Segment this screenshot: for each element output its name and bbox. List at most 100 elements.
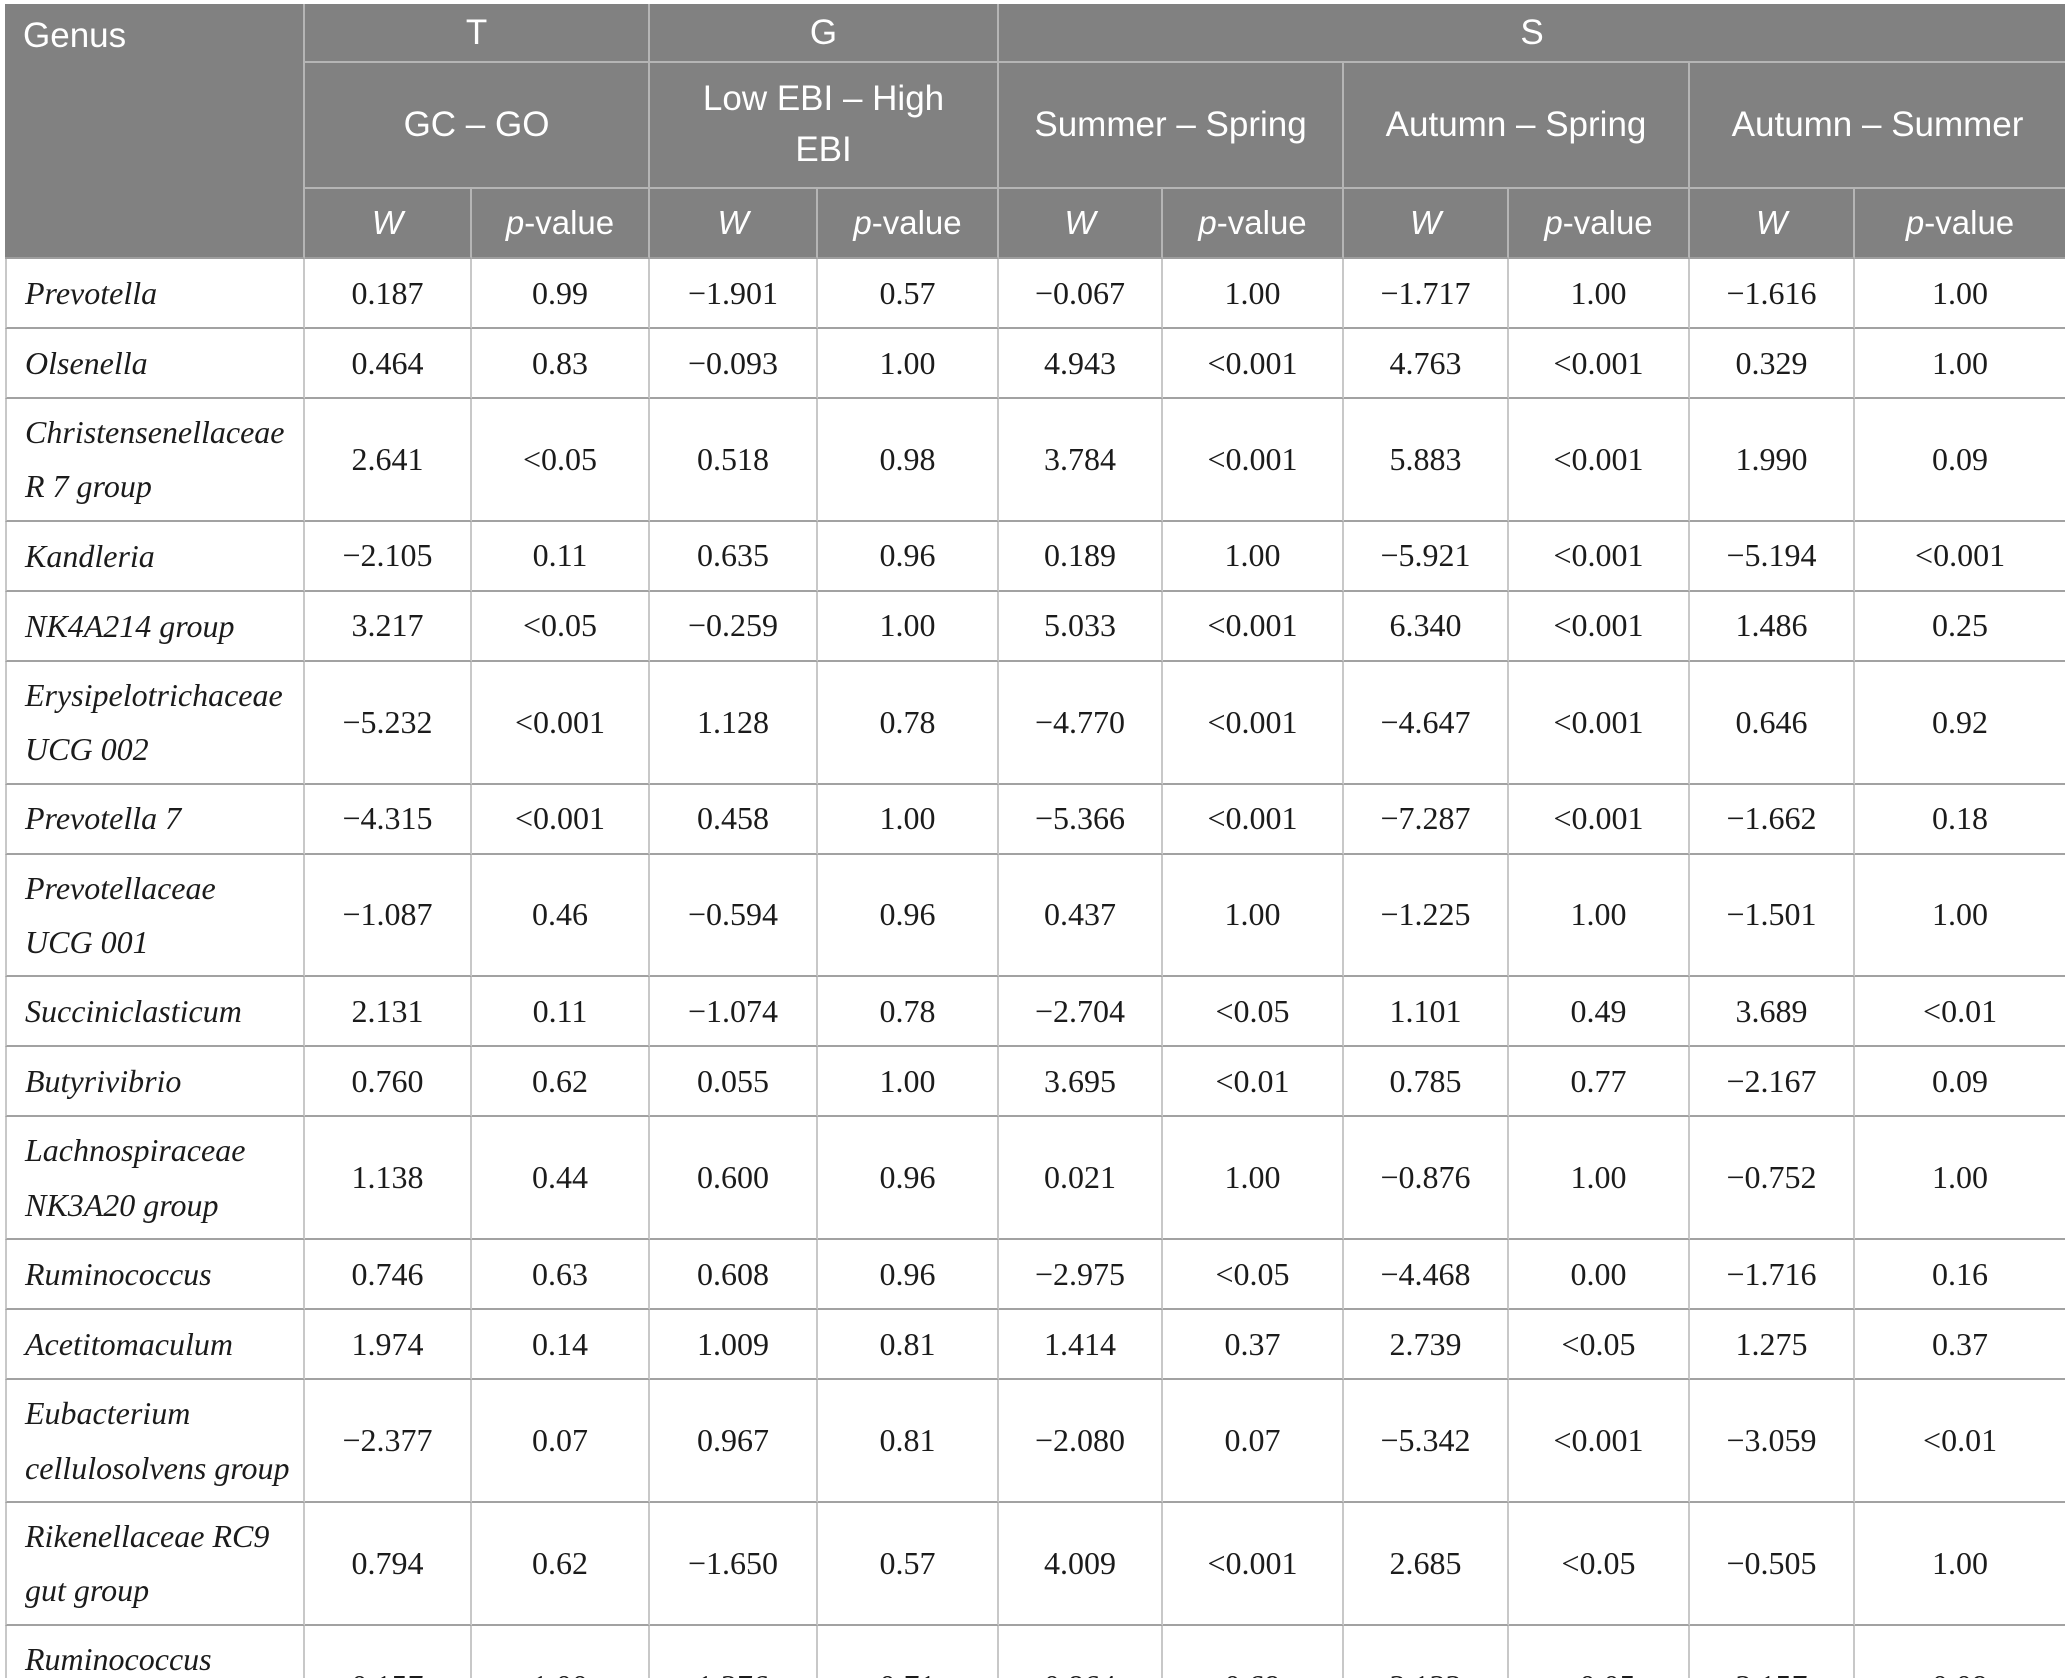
w-header: W — [305, 189, 472, 259]
p-value: 1.00 — [1163, 521, 1345, 592]
p-value: 0.57 — [818, 259, 1000, 329]
p-value: 0.07 — [1163, 1380, 1345, 1503]
p-value: <0.05 — [1509, 1310, 1691, 1381]
w-value: 1.128 — [650, 661, 819, 785]
header-comparison-row: GC – GO Low EBI – High EBI Summer – Spri… — [5, 63, 2066, 189]
w-value: 3.689 — [1690, 977, 1856, 1048]
p-value: 0.46 — [472, 854, 651, 978]
w-value: −5.366 — [999, 784, 1164, 855]
w-label: W — [371, 204, 404, 241]
w-value: 0.635 — [650, 521, 819, 592]
p-value: <0.001 — [1855, 521, 2066, 592]
w-header: W — [1344, 189, 1510, 259]
comparison-header-gc-go: GC – GO — [305, 63, 651, 189]
p-value: 0.78 — [818, 977, 1000, 1048]
genus-name: Succiniclasticum — [5, 977, 305, 1048]
w-value: −1.225 — [1344, 854, 1510, 978]
p-value: 0.57 — [818, 1502, 1000, 1626]
w-value: 1.414 — [999, 1310, 1164, 1381]
w-value: −3.059 — [1690, 1380, 1856, 1503]
w-value: −0.505 — [1690, 1502, 1856, 1626]
p-value: <0.001 — [1163, 329, 1345, 399]
p-value: 1.00 — [818, 784, 1000, 855]
comparison-header-summer-spring: Summer – Spring — [999, 63, 1345, 189]
w-value: −2.975 — [999, 1240, 1164, 1311]
table-body: Prevotella 0.187 0.99 −1.901 0.57 −0.067 1.00−… — [5, 259, 2066, 1678]
w-value: −5.342 — [1344, 1380, 1510, 1503]
table-row: Ruminococcus 0.746 0.63 0.608 0.96 −2.975 <0.0… — [5, 1240, 2066, 1311]
p-value: <0.05 — [472, 399, 651, 522]
w-value: 0.187 — [305, 259, 472, 329]
w-value: 1.009 — [650, 1310, 819, 1381]
p-value: 1.00 — [1163, 259, 1345, 329]
w-value: −2.105 — [305, 521, 472, 592]
w-value: −0.067 — [999, 259, 1164, 329]
w-label: W — [717, 204, 749, 241]
w-value: −7.287 — [1344, 784, 1510, 855]
p-value: 0.37 — [1163, 1310, 1345, 1381]
genus-name: Lachnospiraceae NK3A20 group — [5, 1117, 305, 1241]
p-value: 0.44 — [472, 1117, 651, 1241]
p-value: 0.09 — [1855, 399, 2066, 522]
w-value: 0.794 — [305, 1502, 472, 1626]
w-value: −4.647 — [1344, 661, 1510, 785]
w-value: 2.641 — [305, 399, 472, 522]
p-value: <0.001 — [1509, 591, 1691, 662]
p-value: 0.96 — [818, 1117, 1000, 1241]
w-value: −1.074 — [650, 977, 819, 1048]
p-value: 0.98 — [818, 399, 1000, 522]
w-value: −0.594 — [650, 854, 819, 978]
p-value: 0.96 — [818, 521, 1000, 592]
p-value: 1.00 — [472, 1625, 651, 1678]
p-value: 0.81 — [818, 1380, 1000, 1503]
w-value: −1.501 — [1690, 854, 1856, 978]
p-value: 0.96 — [818, 1240, 1000, 1311]
w-header: W — [1690, 189, 1856, 259]
w-value: 0.785 — [1344, 1047, 1510, 1118]
p-value: <0.001 — [1163, 591, 1345, 662]
w-header: W — [999, 189, 1164, 259]
w-value: 6.340 — [1344, 591, 1510, 662]
w-header: W — [650, 189, 819, 259]
w-value: 1.275 — [1690, 1310, 1856, 1381]
p-value: 0.49 — [1509, 977, 1691, 1048]
p-value: <0.05 — [1509, 1625, 1691, 1678]
w-value: 0.600 — [650, 1117, 819, 1241]
w-value: 3.695 — [999, 1047, 1164, 1118]
p-value: <0.001 — [1163, 1502, 1345, 1626]
genus-name: Prevotella 7 — [5, 784, 305, 855]
column-group-treatment: T — [305, 4, 651, 63]
p-value: 1.00 — [1855, 1502, 2066, 1626]
w-label: W — [1064, 204, 1096, 241]
w-value: 0.518 — [650, 399, 819, 522]
p-value: <0.001 — [472, 784, 651, 855]
p-value: <0.05 — [1163, 1240, 1345, 1311]
column-group-genotype: G — [650, 4, 1000, 63]
genus-name: Prevotellaceae UCG 001 — [5, 854, 305, 978]
genus-name: Butyrivibrio — [5, 1047, 305, 1118]
p-value: 0.92 — [1855, 661, 2066, 785]
w-value: 0.746 — [305, 1240, 472, 1311]
comparison-header-low-high-ebi: Low EBI – High EBI — [650, 63, 1000, 189]
p-value: <0.05 — [1509, 1502, 1691, 1626]
genus-name: Olsenella — [5, 329, 305, 399]
w-value: −5.921 — [1344, 521, 1510, 592]
genus-name: Kandleria — [5, 521, 305, 592]
p-value: 0.81 — [818, 1310, 1000, 1381]
w-value: −1.717 — [1344, 259, 1510, 329]
p-value-header: p-value — [1509, 189, 1691, 259]
p-value: 1.00 — [1855, 1117, 2066, 1241]
genus-name: Ruminococcus gauvreauii group — [5, 1625, 305, 1678]
w-value: 0.458 — [650, 784, 819, 855]
p-value: 0.96 — [818, 854, 1000, 978]
table-row: Butyrivibrio 0.760 0.62 0.055 1.00 3.695 <0.01… — [5, 1047, 2066, 1118]
w-value: 1.138 — [305, 1117, 472, 1241]
p-value: 0.25 — [1855, 591, 2066, 662]
w-label: W — [1409, 204, 1442, 241]
header-group-row: Genus T G S — [5, 4, 2066, 259]
genus-name: Christensenellaceae R 7 group — [5, 399, 305, 522]
p-value: 0.11 — [472, 977, 651, 1048]
p-value: 1.00 — [818, 1047, 1000, 1118]
p-value: <0.001 — [472, 661, 651, 785]
p-value: 1.00 — [1509, 259, 1691, 329]
